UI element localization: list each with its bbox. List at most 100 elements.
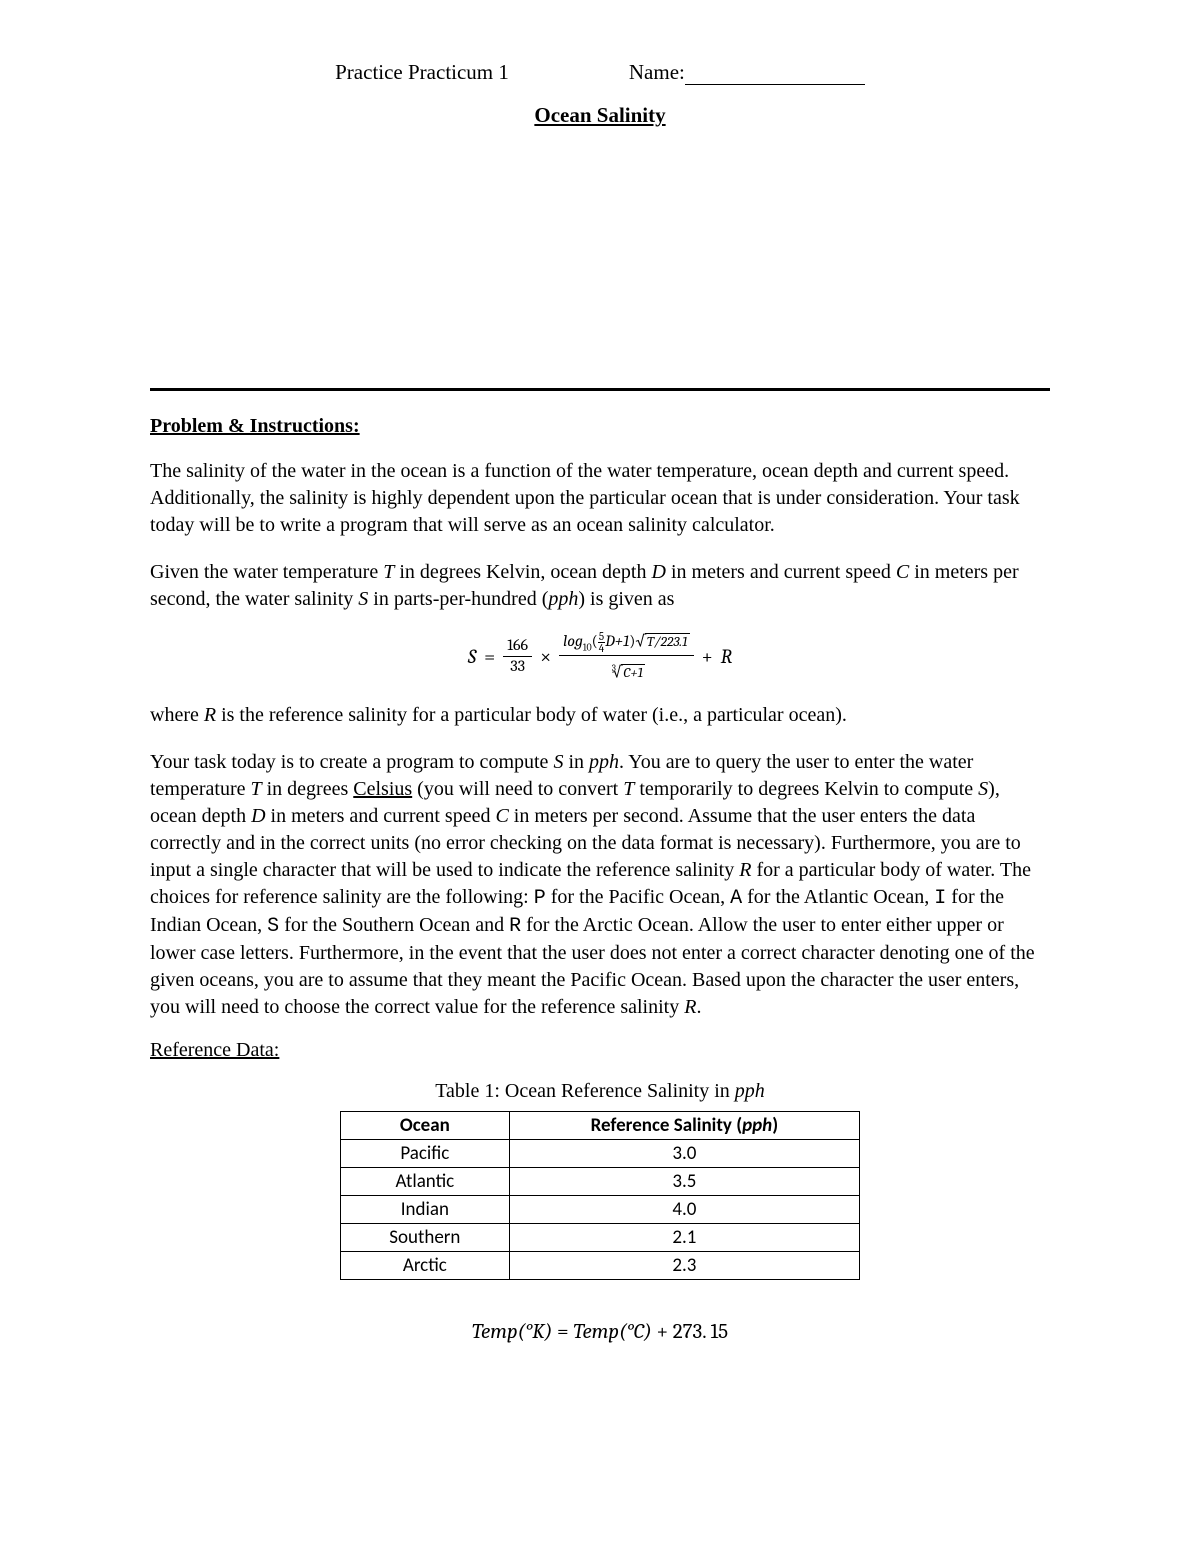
name-blank-line — [685, 84, 865, 85]
frac-num: 166 — [503, 637, 532, 657]
unit-pph: pph — [742, 1114, 772, 1137]
col-ocean: Ocean — [341, 1111, 510, 1139]
cell-ocean: Atlantic — [341, 1167, 510, 1195]
col-salinity: Reference Salinity (pph) — [509, 1111, 859, 1139]
cell-value: 3.0 — [509, 1139, 859, 1167]
text: in parts-per-hundred ( — [368, 588, 548, 610]
frac-den: 33 — [506, 657, 529, 676]
cell-value: 3.5 — [509, 1167, 859, 1195]
root-index: 3 — [612, 665, 616, 675]
formula-eq: = — [484, 645, 495, 668]
header-row: Practice Practicum 1 Name: — [150, 60, 1050, 85]
table-row: Arctic 2.3 — [341, 1251, 860, 1279]
text: Reference Salinity ( — [591, 1114, 743, 1137]
var-S: S — [553, 751, 563, 773]
table-row: Southern 2.1 — [341, 1223, 860, 1251]
conv-plus: + — [652, 1320, 673, 1344]
text: where — [150, 704, 204, 726]
salinity-formula: S = 166 33 × log10(54D+1)√T/223.1 3√C+1 … — [150, 631, 1050, 682]
var-D: D — [652, 561, 666, 583]
text: in degrees Kelvin, ocean depth — [394, 561, 651, 583]
formula-plus: + — [702, 645, 713, 668]
text: in degrees — [262, 778, 354, 800]
name-field: Name: — [629, 60, 865, 85]
var-R: R — [684, 996, 696, 1018]
cell-value: 2.1 — [509, 1223, 859, 1251]
main-frac-num: log10(54D+1)√T/223.1 — [559, 631, 693, 656]
formula-S: S — [468, 645, 476, 668]
log-base: 10 — [583, 641, 592, 653]
reference-salinity-table: Ocean Reference Salinity (pph) Pacific 3… — [340, 1111, 860, 1280]
unit-pph: pph — [548, 588, 578, 610]
formula-R: R — [721, 645, 732, 668]
text: for the Atlantic Ocean, — [742, 886, 934, 908]
cell-ocean: Indian — [341, 1195, 510, 1223]
paragraph-intro: The salinity of the water in the ocean i… — [150, 458, 1050, 539]
var-T: T — [623, 778, 634, 800]
main-fraction: log10(54D+1)√T/223.1 3√C+1 — [559, 631, 693, 682]
text: in meters and current speed — [666, 561, 896, 583]
divider — [150, 388, 1050, 391]
text: temporarily to degrees Kelvin to compute — [634, 778, 978, 800]
var-D: D — [251, 805, 265, 827]
caption-text: Table 1: Ocean Reference Salinity in — [435, 1080, 735, 1102]
table-row: Pacific 3.0 — [341, 1139, 860, 1167]
log-label: log — [563, 632, 583, 650]
table-header-row: Ocean Reference Salinity (pph) — [341, 1111, 860, 1139]
text: in — [563, 751, 589, 773]
paragraph-task: Your task today is to create a program t… — [150, 749, 1050, 1021]
code-r: R — [509, 915, 521, 938]
var-R: R — [204, 704, 216, 726]
var-C: C — [896, 561, 909, 583]
var-C: C — [495, 805, 508, 827]
code-i: I — [934, 887, 946, 910]
cell-ocean: Arctic — [341, 1251, 510, 1279]
var-T: T — [383, 561, 394, 583]
header-left: Practice Practicum 1 — [335, 60, 509, 85]
formula-times: × — [540, 645, 551, 668]
var-S: S — [978, 778, 988, 800]
sqrt-top: √T/223.1 — [635, 633, 689, 651]
sqrt-arg-bot: C+1 — [621, 664, 645, 680]
text: Your task today is to create a program t… — [150, 751, 553, 773]
paragraph-given: Given the water temperature T in degrees… — [150, 559, 1050, 613]
text: for the Pacific Ocean, — [546, 886, 730, 908]
fraction-166-33: 166 33 — [503, 637, 532, 675]
sqrt-arg-top: T/223.1 — [645, 633, 690, 649]
cell-value: 4.0 — [509, 1195, 859, 1223]
table-row: Atlantic 3.5 — [341, 1167, 860, 1195]
name-label: Name: — [629, 60, 685, 84]
text: (you will need to convert — [412, 778, 623, 800]
conv-rhs: Temp(°C) — [573, 1320, 652, 1344]
cell-ocean: Southern — [341, 1223, 510, 1251]
conv-eq: = — [552, 1320, 573, 1344]
table-caption: Table 1: Ocean Reference Salinity in pph — [150, 1080, 1050, 1103]
document-title: Ocean Salinity — [150, 103, 1050, 128]
text: Given the water temperature — [150, 561, 383, 583]
unit-pph: pph — [589, 751, 619, 773]
code-p: P — [534, 887, 546, 910]
reference-data-heading: Reference Data: — [150, 1039, 1050, 1062]
caption-pph: pph — [735, 1080, 765, 1102]
celsius-underline: Celsius — [353, 778, 412, 800]
text: ) is given as — [578, 588, 674, 610]
code-s: S — [267, 915, 279, 938]
text: in meters and current speed — [266, 805, 496, 827]
section-heading: Problem & Instructions: — [150, 415, 1050, 438]
conv-lhs: Temp(°K) — [472, 1320, 553, 1344]
d-plus-1: D+1 — [605, 632, 629, 650]
text: . — [696, 996, 701, 1018]
text: is the reference salinity for a particul… — [216, 704, 847, 726]
code-a: A — [730, 887, 742, 910]
page: Practice Practicum 1 Name: Ocean Salinit… — [0, 0, 1200, 1553]
cell-ocean: Pacific — [341, 1139, 510, 1167]
table-row: Indian 4.0 — [341, 1195, 860, 1223]
temperature-conversion-formula: Temp(°K) = Temp(°C) + 273. 15 — [150, 1320, 1050, 1344]
main-frac-den: 3√C+1 — [604, 656, 649, 682]
var-R: R — [739, 859, 751, 881]
conv-const: 273. 15 — [673, 1320, 728, 1344]
var-S: S — [358, 588, 368, 610]
var-T: T — [251, 778, 262, 800]
cell-value: 2.3 — [509, 1251, 859, 1279]
paragraph-where-r: where R is the reference salinity for a … — [150, 702, 1050, 729]
